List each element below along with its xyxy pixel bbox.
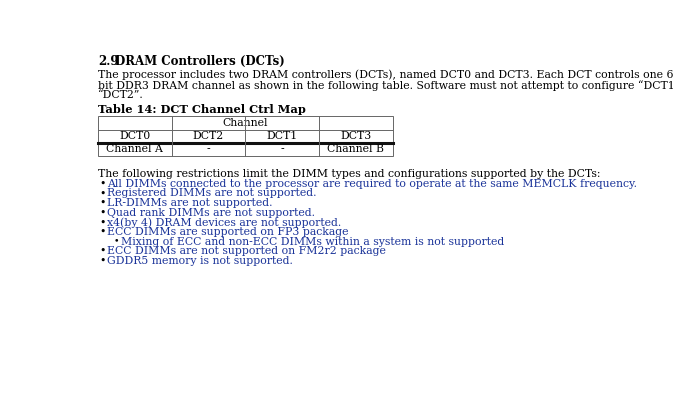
Text: ECC DIMMs are supported on FP3 package: ECC DIMMs are supported on FP3 package: [106, 227, 348, 237]
Text: Channel B: Channel B: [327, 144, 384, 154]
Text: The following restrictions limit the DIMM types and configurations supported by : The following restrictions limit the DIM…: [98, 169, 600, 179]
Text: DCT2: DCT2: [193, 131, 224, 141]
Text: All DIMMs connected to the processor are required to operate at the same MEMCLK : All DIMMs connected to the processor are…: [106, 179, 637, 189]
Text: The processor includes two DRAM controllers (DCTs), named DCT0 and DCT3. Each DC: The processor includes two DRAM controll…: [98, 70, 673, 80]
Text: •: •: [100, 256, 106, 266]
Text: bit DDR3 DRAM channel as shown in the following table. Software must not attempt: bit DDR3 DRAM channel as shown in the fo…: [98, 80, 673, 91]
Text: •: •: [100, 179, 106, 189]
Text: Registered DIMMs are not supported.: Registered DIMMs are not supported.: [106, 189, 316, 198]
Text: •: •: [100, 227, 106, 237]
Text: DCT1: DCT1: [267, 131, 297, 141]
Text: DRAM Controllers (DCTs): DRAM Controllers (DCTs): [115, 55, 285, 68]
Text: -: -: [281, 144, 284, 154]
Text: •: •: [114, 236, 119, 245]
Text: DCT0: DCT0: [119, 131, 151, 141]
Text: Mixing of ECC and non-ECC DIMMs within a system is not supported: Mixing of ECC and non-ECC DIMMs within a…: [120, 236, 504, 247]
Text: ECC DIMMs are not supported on FM2r2 package: ECC DIMMs are not supported on FM2r2 pac…: [106, 246, 386, 256]
Text: Channel A: Channel A: [106, 144, 164, 154]
Text: Table 14: DCT Channel Ctrl Map: Table 14: DCT Channel Ctrl Map: [98, 104, 306, 115]
Text: •: •: [100, 208, 106, 218]
Text: GDDR5 memory is not supported.: GDDR5 memory is not supported.: [106, 256, 293, 266]
Text: 2.9: 2.9: [98, 55, 118, 68]
Text: DCT3: DCT3: [340, 131, 371, 141]
Text: Quad rank DIMMs are not supported.: Quad rank DIMMs are not supported.: [106, 208, 314, 218]
Text: “DCT2”.: “DCT2”.: [98, 90, 144, 100]
Text: -: -: [207, 144, 211, 154]
Text: •: •: [100, 246, 106, 256]
Text: •: •: [100, 198, 106, 208]
Text: LR-DIMMs are not supported.: LR-DIMMs are not supported.: [106, 198, 272, 208]
Text: Channel: Channel: [223, 118, 268, 128]
Bar: [98, 117, 392, 156]
Text: •: •: [100, 217, 106, 227]
Text: •: •: [100, 189, 106, 198]
Text: x4(by 4) DRAM devices are not supported.: x4(by 4) DRAM devices are not supported.: [106, 217, 341, 228]
